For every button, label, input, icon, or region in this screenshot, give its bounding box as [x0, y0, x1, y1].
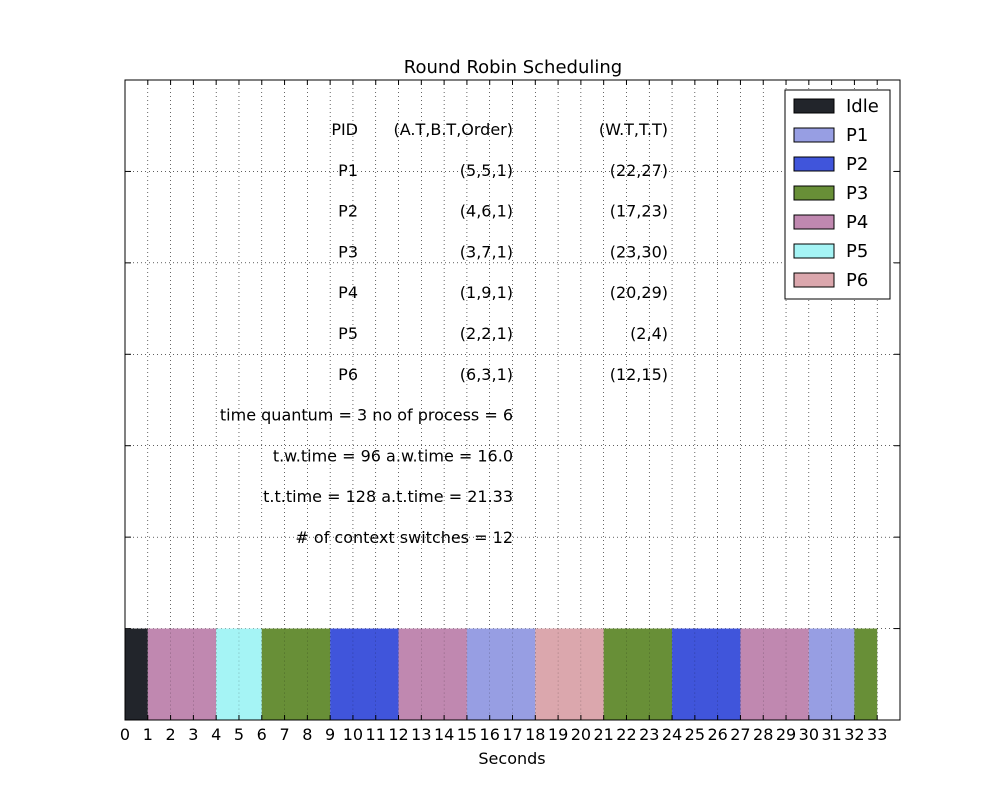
x-tick-label: 4	[211, 725, 221, 744]
legend-swatch-p5	[793, 243, 835, 259]
x-axis-label: Seconds	[478, 749, 545, 768]
table-header: (W.T,T.T)	[599, 120, 668, 139]
bar-segment-p3	[261, 628, 331, 720]
stats-text: time quantum = 3 no of process = 6 t.w.ti…	[220, 406, 513, 547]
x-tick-label: 0	[120, 725, 130, 744]
x-tick-label: 26	[707, 725, 727, 744]
table-cell: (23,30)	[610, 242, 668, 261]
table-cell: P4	[338, 283, 358, 302]
table-cell: (2,2,1)	[460, 324, 513, 343]
table-cell: (6,3,1)	[460, 365, 513, 384]
x-tick-label: 10	[343, 725, 363, 744]
legend-label: P6	[846, 270, 868, 291]
table-cell: (1,9,1)	[460, 283, 513, 302]
x-tick-label: 19	[548, 725, 568, 744]
x-tick-label: 24	[662, 725, 682, 744]
x-tick-label: 33	[867, 725, 887, 744]
grid-lines	[125, 80, 900, 720]
table-cell: (12,15)	[610, 365, 668, 384]
table-cell: (2,4)	[630, 324, 668, 343]
legend-swatch-p1	[793, 127, 835, 143]
process-table: PID (A.T,B.T,Order) (W.T,T.T) P1 (5,5,1) (22,…	[331, 120, 668, 384]
x-tick-label: 1	[143, 725, 153, 744]
x-tick-label: 32	[844, 725, 864, 744]
bar-segment-p5	[216, 628, 262, 720]
x-tick-label: 17	[502, 725, 522, 744]
x-tick-label: 12	[388, 725, 408, 744]
bar-segment-p3	[603, 628, 673, 720]
bar-segment-p1	[466, 628, 536, 720]
x-tick-label: 25	[685, 725, 705, 744]
table-cell: P3	[338, 242, 358, 261]
legend-swatch-p4	[793, 214, 835, 230]
x-axis-ticks: 0 1 2 3 4 5 6 7 8 9 10 11 12 13 14 15 16 17 18 19 20 21 22 23 24…	[120, 80, 887, 744]
bar-segment-p6	[535, 628, 604, 720]
bar-segment-p2	[672, 628, 741, 720]
legend-label: P1	[846, 125, 868, 146]
legend-swatch-p2	[793, 156, 835, 172]
table-cell: (22,27)	[610, 161, 668, 180]
x-tick-label: 8	[302, 725, 312, 744]
x-tick-label: 30	[799, 725, 819, 744]
bar-segment-idle	[125, 628, 148, 720]
legend-label: P4	[846, 212, 868, 233]
x-tick-label: 11	[366, 725, 386, 744]
x-tick-label: 29	[776, 725, 796, 744]
legend-swatch-p3	[793, 185, 835, 201]
x-tick-label: 7	[279, 725, 289, 744]
x-tick-label: 14	[434, 725, 454, 744]
legend-swatch-idle	[793, 98, 835, 114]
table-header: PID	[331, 120, 358, 139]
bar-segment-p4	[147, 628, 217, 720]
x-tick-label: 18	[525, 725, 545, 744]
x-tick-label: 9	[325, 725, 335, 744]
bar-segment-p4	[740, 628, 809, 720]
stat-line: time quantum = 3 no of process = 6	[220, 406, 513, 425]
bar-segment-p1	[808, 628, 855, 720]
table-cell: P6	[338, 365, 358, 384]
x-tick-label: 21	[593, 725, 613, 744]
bar-segment-p4	[398, 628, 467, 720]
x-tick-label: 27	[730, 725, 750, 744]
table-cell: (5,5,1)	[460, 161, 513, 180]
x-tick-label: 2	[165, 725, 175, 744]
legend-label: P5	[846, 241, 868, 262]
x-tick-label: 28	[753, 725, 773, 744]
plot-frame	[124, 79, 901, 721]
table-cell: (4,6,1)	[460, 202, 513, 221]
stat-line: # of context switches = 12	[295, 528, 513, 547]
x-tick-label: 15	[457, 725, 477, 744]
bar-segment-p2	[330, 628, 399, 720]
table-cell: P2	[338, 202, 358, 221]
x-tick-label: 22	[616, 725, 636, 744]
x-tick-label: 5	[234, 725, 244, 744]
legend-label: Idle	[846, 96, 879, 117]
stat-line: t.t.time = 128 a.t.time = 21.33	[263, 487, 513, 506]
legend-label: P2	[846, 154, 868, 175]
legend-label: P3	[846, 183, 868, 204]
table-cell: (17,23)	[610, 202, 668, 221]
legend: Idle P1 P2 P3 P4 P5 P6	[784, 89, 891, 300]
bar-segment-p3	[854, 628, 878, 720]
table-cell: P1	[338, 161, 358, 180]
x-tick-label: 31	[821, 725, 841, 744]
table-cell: (20,29)	[610, 283, 668, 302]
table-cell: (3,7,1)	[460, 242, 513, 261]
bars-group	[125, 628, 878, 720]
table-cell: P5	[338, 324, 358, 343]
stat-line: t.w.time = 96 a.w.time = 16.0	[273, 446, 513, 465]
x-tick-label: 6	[257, 725, 267, 744]
x-tick-label: 16	[480, 725, 500, 744]
legend-swatch-p6	[793, 272, 835, 288]
x-tick-label: 3	[188, 725, 198, 744]
x-tick-label: 20	[571, 725, 591, 744]
x-tick-label: 13	[411, 725, 431, 744]
chart-title: Round Robin Scheduling	[404, 57, 622, 78]
table-header: (A.T,B.T,Order)	[394, 120, 513, 139]
x-tick-label: 23	[639, 725, 659, 744]
